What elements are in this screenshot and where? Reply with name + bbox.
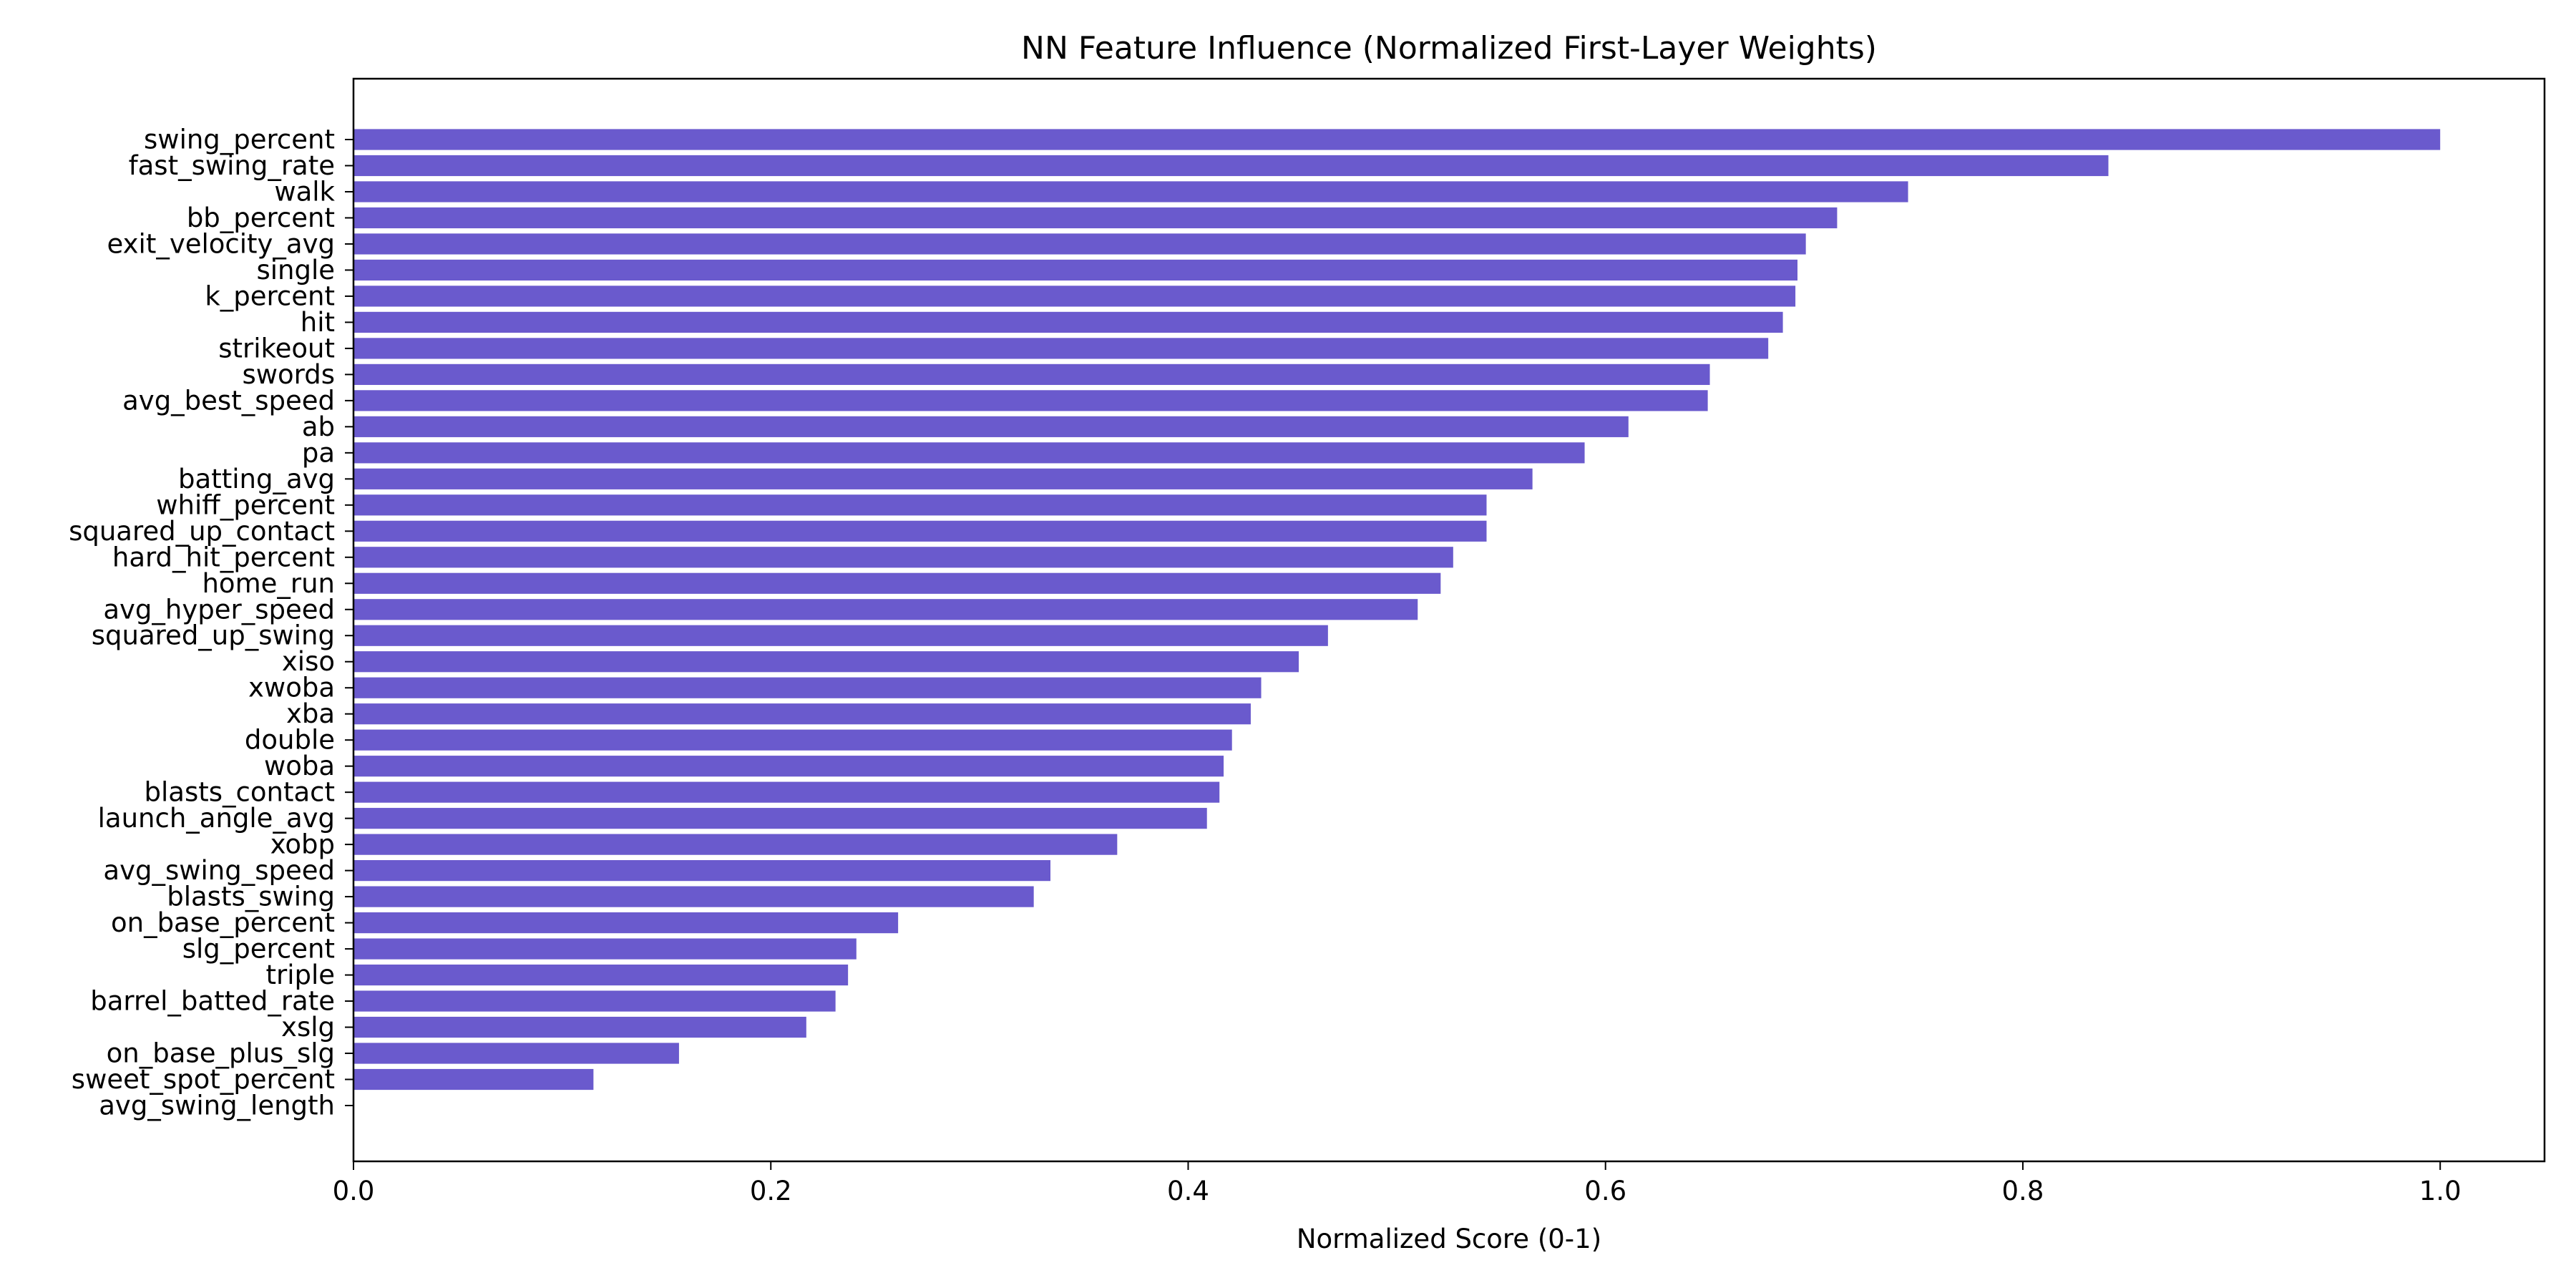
y-tick-label: batting_avg <box>178 464 335 494</box>
y-tick-label: hit <box>301 307 335 338</box>
bar-whiff_percent <box>353 494 1487 516</box>
y-tick-label: home_run <box>202 568 335 599</box>
x-tick-label: 1.0 <box>2419 1176 2462 1206</box>
bar-sweet_spot_percent <box>353 1068 594 1091</box>
y-tick-label: sweet_spot_percent <box>72 1064 335 1095</box>
y-tick-label: avg_swing_length <box>99 1091 335 1121</box>
y-tick-label: xwoba <box>248 673 335 703</box>
x-tick-label: 0.0 <box>333 1176 375 1206</box>
bar-k_percent <box>353 286 1796 307</box>
y-tick-label: k_percent <box>205 280 335 311</box>
y-tick-label: blasts_swing <box>167 882 335 912</box>
bar-barrel_batted_rate <box>353 990 836 1012</box>
y-tick-label: squared_up_contact <box>69 516 335 547</box>
y-tick-label: avg_swing_speed <box>103 855 335 886</box>
y-tick-label: ab <box>302 411 335 442</box>
y-tick-label: swords <box>243 359 336 390</box>
bar-avg_swing_speed <box>353 860 1051 882</box>
bar-avg_hyper_speed <box>353 599 1418 620</box>
x-tick-label: 0.4 <box>1167 1176 1209 1206</box>
bar-blasts_contact <box>353 781 1220 803</box>
bar-woba <box>353 756 1224 777</box>
x-tick-label: 0.8 <box>2002 1176 2044 1206</box>
bar-batting_avg <box>353 468 1533 489</box>
y-tick-label: launch_angle_avg <box>98 803 335 834</box>
bar-xba <box>353 703 1251 725</box>
y-tick-labels: swing_percentfast_swing_ratewalkbb_perce… <box>69 125 353 1121</box>
bar-launch_angle_avg <box>353 808 1207 829</box>
y-tick-label: xslg <box>281 1012 335 1043</box>
bar-xwoba <box>353 677 1262 698</box>
y-tick-label: on_base_plus_slg <box>107 1038 335 1069</box>
bar-squared_up_swing <box>353 625 1328 646</box>
bar-double <box>353 729 1232 751</box>
bar-ab <box>353 416 1629 437</box>
y-tick-label: fast_swing_rate <box>129 150 335 181</box>
bar-home_run <box>353 572 1441 594</box>
y-tick-label: avg_hyper_speed <box>103 594 335 625</box>
bar-hard_hit_percent <box>353 547 1453 568</box>
bar-fast_swing_rate <box>353 155 2109 177</box>
y-tick-label: xba <box>286 698 335 729</box>
bar-walk <box>353 181 1908 203</box>
plot-frame <box>352 77 2546 1163</box>
y-tick-label: xiso <box>282 646 335 677</box>
y-tick-label: barrel_batted_rate <box>90 986 335 1017</box>
bar-xobp <box>353 834 1118 855</box>
bar-squared_up_contact <box>353 520 1487 542</box>
y-tick-label: on_base_percent <box>111 907 335 938</box>
y-tick-label: double <box>245 725 335 756</box>
y-tick-label: squared_up_swing <box>92 620 335 651</box>
y-tick-label: blasts_contact <box>145 777 335 808</box>
chart-title: NN Feature Influence (Normalized First-L… <box>1021 30 1877 67</box>
y-tick-label: strikeout <box>218 333 335 364</box>
bar-pa <box>353 442 1585 464</box>
bar-blasts_swing <box>353 886 1034 907</box>
bar-hit <box>353 311 1783 333</box>
y-tick-label: slg_percent <box>182 934 335 965</box>
y-tick-label: swing_percent <box>144 125 335 155</box>
bars-group <box>353 129 2441 1091</box>
y-tick-label: woba <box>264 751 335 781</box>
bar-on_base_plus_slg <box>353 1043 679 1064</box>
x-axis-ticks: 0.0 0.2 0.4 0.6 0.8 1.0 <box>333 1161 2462 1206</box>
bar-xiso <box>353 651 1299 673</box>
bar-single <box>353 259 1798 281</box>
bar-swing_percent <box>353 129 2441 150</box>
y-tick-label: bb_percent <box>187 203 335 233</box>
bar-exit_velocity_avg <box>353 233 1806 255</box>
bar-swords <box>353 364 1710 385</box>
bar-triple <box>353 964 849 986</box>
x-tick-label: 0.6 <box>1584 1176 1626 1206</box>
y-tick-label: xobp <box>270 829 335 860</box>
x-axis-label: Normalized Score (0-1) <box>1297 1224 1601 1254</box>
x-tick-label: 0.2 <box>750 1176 792 1206</box>
bar-avg_best_speed <box>353 390 1708 411</box>
bar-strikeout <box>353 338 1769 359</box>
y-tick-label: pa <box>302 437 335 468</box>
bar-slg_percent <box>353 938 857 960</box>
bar-bb_percent <box>353 207 1838 229</box>
y-tick-label: single <box>256 255 335 286</box>
y-tick-label: hard_hit_percent <box>112 542 335 572</box>
y-tick-label: exit_velocity_avg <box>107 228 335 259</box>
bar-on_base_percent <box>353 912 899 934</box>
bar-xslg <box>353 1016 806 1038</box>
y-tick-label: avg_best_speed <box>122 385 335 416</box>
y-tick-label: walk <box>274 176 335 207</box>
y-tick-label: triple <box>265 960 335 990</box>
y-tick-label: whiff_percent <box>156 489 335 520</box>
